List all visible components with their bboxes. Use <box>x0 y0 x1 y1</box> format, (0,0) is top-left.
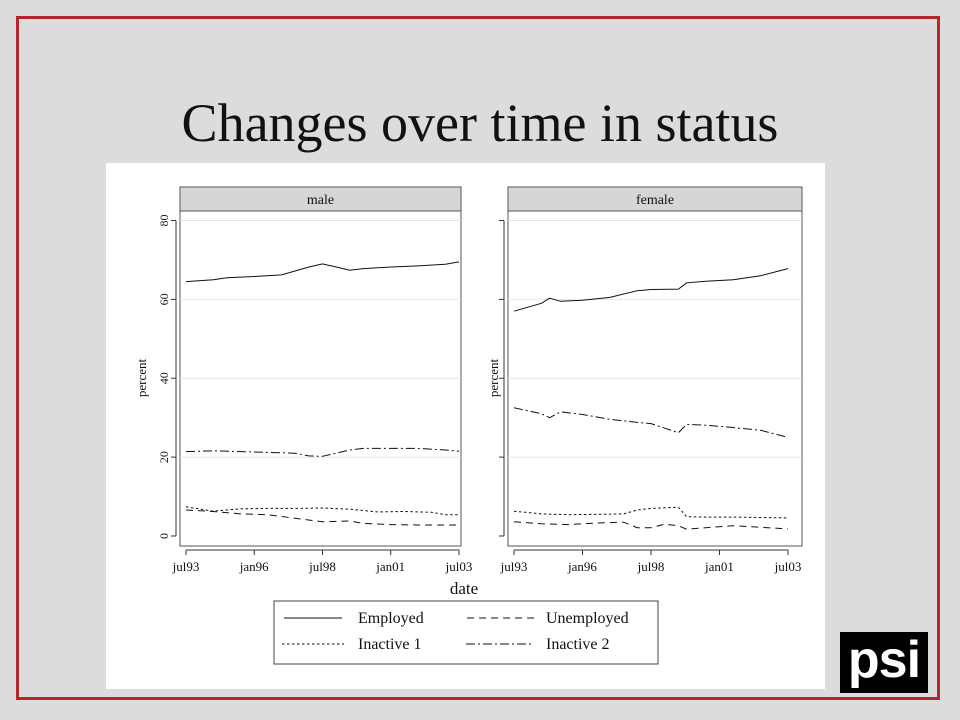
slide-title: Changes over time in status <box>181 93 779 153</box>
panel-title-female: female <box>636 193 674 208</box>
y-tick-label: 40 <box>157 372 171 384</box>
x-tick-label: jul93 <box>500 559 528 574</box>
x-tick-label: jul03 <box>445 559 473 574</box>
series-line-male-inactive2 <box>185 447 460 457</box>
legend-box <box>273 600 659 665</box>
series-line-female-unemployed <box>513 521 789 530</box>
series-line-male-inactive1 <box>185 506 459 516</box>
series-line-male-unemployed <box>185 509 459 526</box>
legend-label-inactive2: Inactive 2 <box>546 636 610 653</box>
y-axis-label: percent <box>134 358 149 397</box>
series-line-female-inactive2 <box>513 407 789 438</box>
slide-frame <box>16 16 940 700</box>
legend-label-employed: Employed <box>358 610 424 627</box>
y-tick-label: 20 <box>157 451 171 463</box>
line-chart: male 0 20 40 60 80 percent jul93 jan96 jul98 jan01… <box>134 186 803 665</box>
x-axis-label: date <box>450 579 478 598</box>
x-tick-label: jul93 <box>172 559 200 574</box>
y-tick-label: 0 <box>157 533 171 539</box>
y-tick-label: 80 <box>157 215 171 227</box>
psi-logo: psi <box>840 632 928 693</box>
x-tick-label: jul98 <box>308 559 336 574</box>
y-axis-label: percent <box>486 358 501 397</box>
x-tick-label: jul03 <box>774 559 802 574</box>
legend-label-inactive1: Inactive 1 <box>358 636 422 653</box>
panel-header-female <box>507 186 803 212</box>
x-tick-label: jan01 <box>375 559 405 574</box>
series-line-female-employed <box>513 268 789 312</box>
y-tick-label: 60 <box>157 293 171 305</box>
x-tick-label: jan01 <box>704 559 734 574</box>
panel-title-male: male <box>307 193 334 208</box>
chart-area: male 0 20 40 60 80 percent jul93 jan96 jul98 jan01… <box>106 163 825 689</box>
series-line-male-employed <box>185 261 460 283</box>
x-tick-label: jan96 <box>567 559 597 574</box>
x-tick-label: jul98 <box>637 559 665 574</box>
legend-label-unemployed: Unemployed <box>546 610 629 627</box>
x-tick-label: jan96 <box>239 559 269 574</box>
